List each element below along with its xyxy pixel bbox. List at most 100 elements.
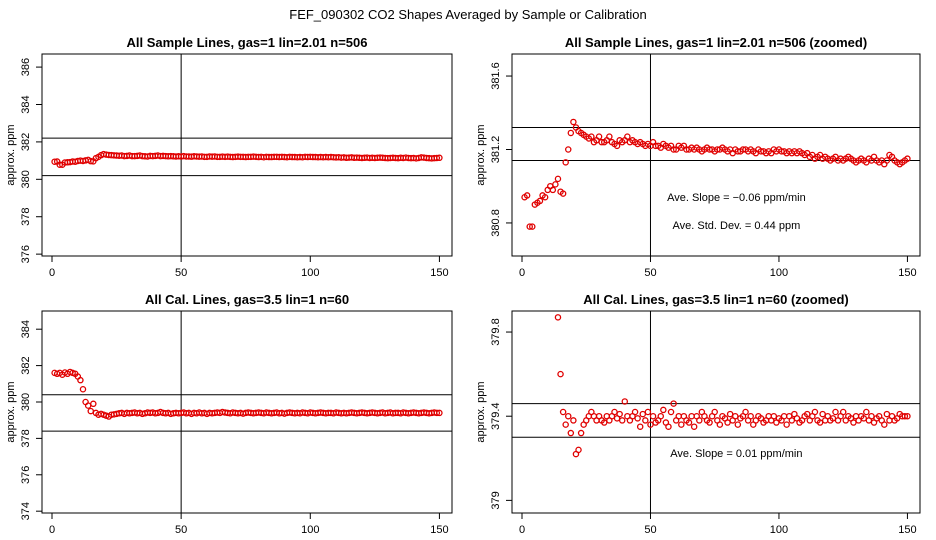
data-point (696, 417, 703, 424)
y-tick-label: 384 (20, 95, 32, 113)
data-point (552, 181, 559, 188)
y-tick-label: 378 (20, 429, 32, 447)
y-tick-label: 379.4 (490, 402, 502, 430)
data-point (670, 146, 677, 153)
y-tick-label: 374 (20, 502, 32, 520)
data-point (734, 421, 742, 428)
plot-frame (41, 53, 453, 257)
y-tick-label: 384 (20, 320, 32, 338)
y-tick-label: 381.2 (490, 136, 502, 164)
x-tick-label: 100 (770, 267, 788, 279)
data-point (863, 408, 870, 416)
data-point (688, 412, 695, 420)
data-point (742, 408, 749, 416)
chart-panels: All Sample Lines, gas=1 lin=2.01 n=506 0 5… (5, 35, 921, 536)
data-point (562, 159, 569, 166)
data-point (562, 421, 569, 428)
data-point (570, 417, 577, 424)
data-point (567, 429, 575, 437)
data-point (783, 421, 790, 428)
chart-panel-2: All Sample Lines, gas=1 lin=2.01 n=506 (… (475, 35, 921, 279)
data-point (541, 193, 549, 201)
data-point (811, 408, 819, 416)
data-point (90, 400, 97, 408)
annotation-text: Ave. Std. Dev. = 0.44 ppm (673, 220, 801, 232)
y-tick-label: 379.8 (490, 318, 502, 346)
data-point (675, 412, 682, 420)
x-tick-label: 0 (519, 524, 525, 536)
data-point (621, 398, 629, 405)
x-tick-label: 100 (770, 524, 788, 536)
data-point (588, 133, 595, 140)
x-tick-label: 0 (49, 267, 55, 279)
x-tick-label: 50 (644, 524, 656, 536)
data-point (557, 370, 564, 378)
data-point (665, 423, 672, 430)
data-point (860, 415, 867, 422)
y-tick-label: 380.8 (490, 209, 502, 237)
plot-frame (41, 310, 453, 514)
chart-panel-4: All Cal. Lines, gas=3.5 lin=1 n=60 (zoom… (475, 292, 921, 536)
data-point (726, 410, 734, 418)
x-tick-label: 0 (49, 524, 55, 536)
data-point (678, 421, 685, 428)
y-tick-label: 379 (490, 491, 502, 509)
data-point (647, 421, 654, 428)
data-point (904, 155, 911, 162)
chart-panel-3: All Cal. Lines, gas=3.5 lin=1 n=60 0 50 100… (5, 292, 453, 536)
data-point (788, 417, 796, 424)
y-tick-label: 382 (20, 356, 32, 374)
data-point (657, 412, 665, 420)
data-point (649, 412, 657, 420)
data-point (77, 376, 84, 384)
x-tick-label: 50 (175, 267, 187, 279)
y-tick-label: 381.6 (490, 62, 502, 90)
plot-frame (511, 53, 921, 257)
y-tick-label: 386 (20, 58, 32, 76)
data-point (56, 161, 63, 168)
x-tick-label: 150 (430, 267, 448, 279)
data-point (618, 417, 626, 424)
data-point (79, 386, 87, 393)
x-tick-label: 100 (301, 524, 319, 536)
data-point (711, 408, 718, 416)
data-point (606, 133, 613, 140)
data-point (549, 186, 557, 194)
data-point (51, 158, 58, 165)
data-point (600, 419, 608, 426)
data-point (685, 419, 693, 426)
data-point (850, 419, 857, 426)
data-point (829, 415, 837, 422)
data-point (816, 419, 824, 426)
data-point (433, 409, 441, 417)
chart-panel-1: All Sample Lines, gas=1 lin=2.01 n=506 0 5… (5, 35, 453, 279)
data-point (883, 410, 891, 418)
data-point (567, 129, 575, 137)
data-point (644, 408, 652, 416)
data-series (521, 118, 911, 230)
x-tick-label: 50 (644, 267, 656, 279)
chart-title: All Sample Lines, gas=1 lin=2.01 n=506 (… (565, 35, 867, 50)
data-point (433, 154, 441, 162)
y-tick-label: 380 (20, 170, 32, 188)
x-tick-label: 0 (519, 267, 525, 279)
data-point (554, 175, 562, 183)
annotation-text: Ave. Slope = −0.06 ppm/min (667, 192, 806, 204)
y-tick-label: 376 (20, 466, 32, 484)
chart-title: All Cal. Lines, gas=3.5 lin=1 n=60 (zoom… (583, 292, 849, 307)
data-point (660, 406, 667, 414)
data-point (87, 407, 94, 415)
x-tick-label: 50 (175, 524, 187, 536)
data-point (634, 415, 641, 422)
data-point (559, 408, 567, 416)
data-point (839, 408, 847, 416)
data-point (670, 400, 677, 407)
chart-title: All Cal. Lines, gas=3.5 lin=1 n=60 (145, 292, 349, 307)
y-tick-label: 376 (20, 245, 32, 263)
x-tick-label: 150 (430, 524, 448, 536)
data-point (565, 412, 572, 420)
data-point (639, 410, 647, 418)
page-title: FEF_090302 CO2 Shapes Averaged by Sample… (289, 7, 646, 22)
x-tick-label: 150 (898, 267, 916, 279)
data-point (624, 133, 631, 140)
